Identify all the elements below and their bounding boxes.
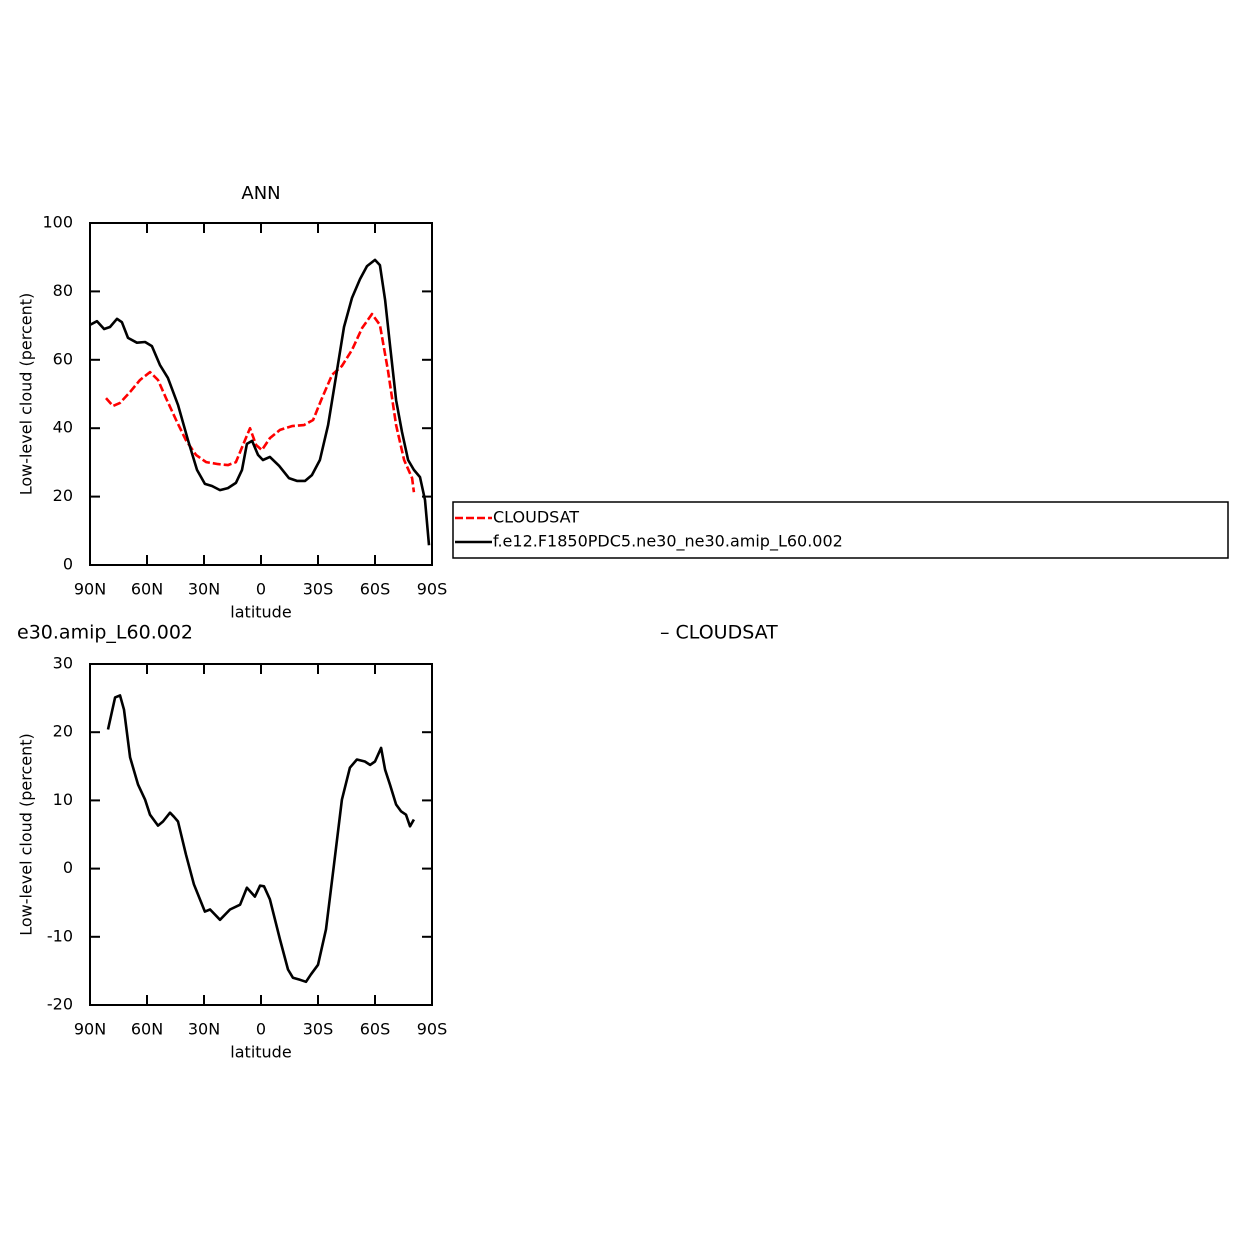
x-tick-label: 30N [188, 1020, 220, 1039]
y-tick-label: 20 [53, 486, 73, 505]
y-axis-label: Low-level cloud (percent) [17, 293, 36, 496]
x-tick-label: 60N [131, 1020, 163, 1039]
x-tick-label: 60S [360, 1020, 391, 1039]
y-tick-label: 0 [63, 858, 73, 877]
y-tick-label: 60 [53, 349, 73, 368]
x-axis-label: latitude [230, 603, 291, 622]
x-tick-label: 90S [417, 580, 448, 599]
data-line [106, 694, 416, 984]
y-tick-label: 10 [53, 790, 73, 809]
y-tick-label: 80 [53, 281, 73, 300]
x-tick-label: 30S [303, 1020, 334, 1039]
y-tick-label: 40 [53, 418, 73, 437]
x-tick-label: 60N [131, 580, 163, 599]
y-tick-label: 30 [53, 654, 73, 673]
y-axis-label: Low-level cloud (percent) [17, 733, 36, 936]
plot-frame [89, 663, 433, 1006]
chart-subtitle: – CLOUDSAT [660, 622, 778, 644]
x-tick-label: 90N [74, 1020, 106, 1039]
data-line [105, 312, 416, 493]
x-axis-label: latitude [230, 1043, 291, 1062]
y-tick-label: 20 [53, 722, 73, 741]
legend-label: f.e12.F1850PDC5.ne30_ne30.amip_L60.002 [493, 532, 843, 552]
x-tick-label: 0 [256, 1020, 266, 1039]
chart-title: ANN [241, 183, 280, 204]
x-tick-label: 0 [256, 580, 266, 599]
x-tick-label: 90N [74, 580, 106, 599]
data-line [89, 258, 431, 546]
legend-box [452, 501, 1229, 559]
legend-label: CLOUDSAT [493, 508, 579, 527]
x-tick-label: 60S [360, 580, 391, 599]
plot-frame [89, 222, 433, 566]
x-tick-label: 30N [188, 580, 220, 599]
chart-title: e30.amip_L60.002 [17, 622, 193, 644]
x-tick-label: 30S [303, 580, 334, 599]
y-tick-label: -10 [47, 926, 73, 945]
y-tick-label: 0 [63, 555, 73, 574]
y-tick-label: 100 [42, 213, 73, 232]
y-tick-label: -20 [47, 995, 73, 1014]
x-tick-label: 90S [417, 1020, 448, 1039]
